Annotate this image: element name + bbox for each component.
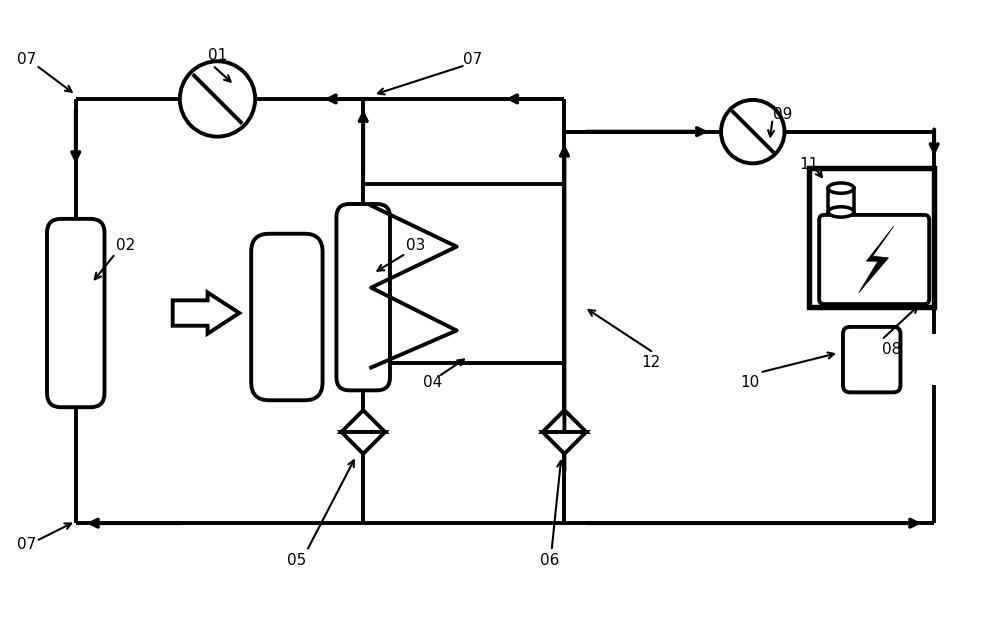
Text: 04: 04 — [423, 375, 442, 390]
Text: 03: 03 — [406, 238, 425, 253]
Polygon shape — [173, 293, 239, 333]
Text: 11: 11 — [800, 157, 819, 172]
Polygon shape — [543, 432, 586, 454]
Polygon shape — [859, 226, 894, 293]
Text: 09: 09 — [773, 107, 792, 123]
Ellipse shape — [828, 207, 854, 217]
FancyBboxPatch shape — [843, 327, 900, 392]
Circle shape — [180, 61, 255, 137]
Text: 07: 07 — [463, 52, 482, 67]
Bar — [363, 184, 564, 363]
Text: 01: 01 — [208, 48, 227, 63]
Polygon shape — [374, 286, 441, 328]
FancyBboxPatch shape — [251, 234, 323, 400]
Polygon shape — [341, 432, 385, 454]
FancyBboxPatch shape — [47, 219, 104, 407]
FancyBboxPatch shape — [336, 204, 390, 391]
Text: 08: 08 — [882, 342, 901, 358]
Text: 02: 02 — [116, 238, 135, 253]
Text: 05: 05 — [287, 553, 306, 568]
Text: 06: 06 — [540, 553, 559, 568]
Text: 07: 07 — [17, 537, 36, 552]
Ellipse shape — [828, 183, 854, 193]
Text: 12: 12 — [641, 355, 660, 370]
Circle shape — [721, 100, 784, 163]
Text: 07: 07 — [17, 52, 36, 67]
FancyBboxPatch shape — [819, 215, 929, 304]
Text: 10: 10 — [740, 375, 759, 390]
Bar — [828, 188, 854, 212]
Bar — [809, 168, 934, 307]
